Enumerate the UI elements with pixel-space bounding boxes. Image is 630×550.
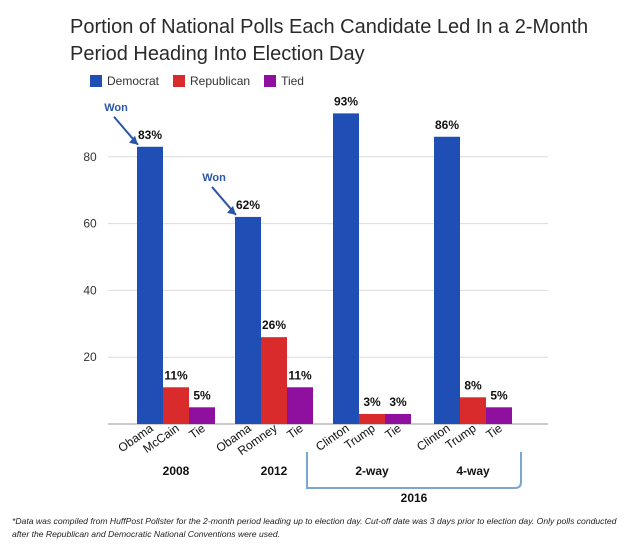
data-label: 11% <box>164 368 188 382</box>
data-label: 5% <box>193 388 211 402</box>
category-label: Trump <box>443 421 479 452</box>
group-label: 4-way <box>456 464 490 478</box>
group-label: 2012 <box>261 464 288 478</box>
bar-2-way-tie <box>385 413 411 424</box>
bar-2012-romney <box>261 337 287 424</box>
data-label: 86% <box>435 118 459 132</box>
category-label: Trump <box>342 421 378 452</box>
footnote: *Data was compiled from HuffPost Pollste… <box>12 516 617 539</box>
legend-swatch-republican <box>173 75 186 87</box>
legend-label-tied: Tied <box>281 74 304 88</box>
bracket-label-2016: 2016 <box>401 491 428 505</box>
legend-swatch-democrat <box>90 75 102 87</box>
won-annotation: Won <box>104 102 128 114</box>
bar-4-way-trump <box>460 397 486 424</box>
data-label: 8% <box>464 378 482 392</box>
data-label: 11% <box>288 368 312 382</box>
bar-4-way-tie <box>486 407 512 424</box>
bar-2012-tie <box>287 387 313 424</box>
bar-2-way-trump <box>359 413 385 424</box>
legend-item-tied: Tied <box>264 74 304 88</box>
won-annotation: Won <box>202 172 226 184</box>
bar-2008-obama <box>137 146 163 424</box>
data-label: 26% <box>262 318 286 332</box>
bar-2-way-clinton <box>333 113 359 424</box>
legend-swatch-tied <box>264 75 277 87</box>
y-tick-label: 60 <box>83 217 97 231</box>
legend: Democrat Republican Tied <box>90 74 304 88</box>
bar-4-way-clinton <box>434 136 460 424</box>
legend-label-democrat: Democrat <box>107 74 160 88</box>
won-arrow-head <box>227 205 236 215</box>
bracket-2016 <box>306 452 522 489</box>
group-label: 2-way <box>355 464 389 478</box>
data-label: 5% <box>490 388 508 402</box>
data-label: 83% <box>138 128 162 142</box>
bar-2008-tie <box>189 407 215 424</box>
group-label: 2008 <box>163 464 190 478</box>
chart-title: Portion of National Polls Each Candidate… <box>70 16 589 65</box>
data-label: 3% <box>363 395 381 409</box>
legend-item-democrat: Democrat <box>90 74 159 88</box>
legend-item-republican: Republican <box>173 74 250 88</box>
y-tick-label: 40 <box>83 283 97 297</box>
data-label: 62% <box>236 198 260 212</box>
y-tick-label: 20 <box>83 350 97 364</box>
y-tick-label: 80 <box>83 150 97 164</box>
bar-2012-obama <box>235 216 261 424</box>
bar-2008-mccain <box>163 387 189 424</box>
bar-chart: 2040608083%Obama11%McCain5%Tie200862%Oba… <box>83 94 548 505</box>
data-label: 93% <box>334 94 358 108</box>
legend-label-republican: Republican <box>190 74 251 88</box>
data-label: 3% <box>389 395 407 409</box>
won-arrow-head <box>129 135 138 145</box>
